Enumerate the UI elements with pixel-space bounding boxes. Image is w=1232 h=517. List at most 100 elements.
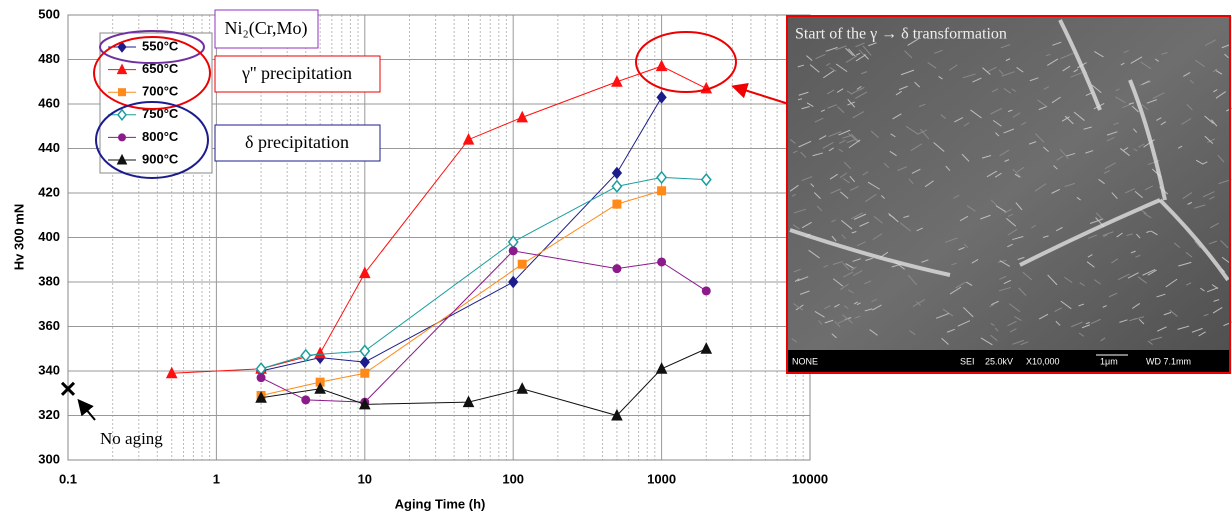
texture-streak <box>842 134 852 139</box>
texture-streak <box>980 337 993 346</box>
marker <box>118 88 126 97</box>
texture-streak <box>1007 243 1013 248</box>
texture-streak <box>1169 309 1178 317</box>
texture-streak <box>1160 121 1167 126</box>
texture-streak <box>920 128 930 140</box>
texture-streak <box>832 278 844 287</box>
texture-streak <box>822 141 834 149</box>
texture-streak <box>855 54 867 62</box>
texture-streak <box>836 88 844 93</box>
texture-streak <box>916 227 924 232</box>
legend-label: 800°C <box>142 129 179 144</box>
texture-streak <box>935 312 950 319</box>
texture-streak <box>1127 272 1139 279</box>
texture-streak <box>1135 254 1141 258</box>
texture-streak <box>1221 256 1230 264</box>
texture-streak <box>850 185 859 191</box>
texture-streak <box>835 45 847 51</box>
marker <box>117 108 127 122</box>
texture-streak <box>1087 254 1093 258</box>
texture-streak <box>846 90 853 95</box>
texture-streak <box>1085 321 1090 325</box>
texture-streak <box>792 224 800 230</box>
texture-streak <box>1146 99 1157 104</box>
texture-streak <box>1104 162 1116 170</box>
info-text: 25.0kV <box>985 356 1013 366</box>
texture-streak <box>832 261 843 265</box>
texture-streak <box>1061 116 1070 122</box>
texture-streak <box>1083 126 1092 130</box>
x-tick-label: 100 <box>502 471 524 486</box>
arrow <box>731 82 793 106</box>
texture-streak <box>1142 268 1156 276</box>
texture-streak <box>1079 282 1085 287</box>
texture-streak <box>830 188 841 194</box>
texture-streak <box>1106 131 1118 136</box>
texture-streak <box>1103 170 1110 174</box>
texture-streak <box>1064 276 1073 283</box>
texture-streak <box>864 308 873 312</box>
texture-streak <box>907 274 918 286</box>
x-tick-label: 10 <box>358 471 372 486</box>
texture-streak <box>999 260 1011 267</box>
texture-streak <box>834 321 841 328</box>
marker <box>314 346 326 359</box>
texture-streak <box>794 278 800 282</box>
texture-streak <box>1034 183 1047 192</box>
texture-streak <box>1210 222 1219 229</box>
marker <box>611 179 623 194</box>
texture-streak <box>1102 231 1114 236</box>
micrograph-caption: Start of the γ → δ transformation <box>795 26 1007 43</box>
texture-streak <box>1152 92 1165 99</box>
micrograph-frame <box>786 15 1231 374</box>
texture-streak <box>897 166 908 171</box>
texture-streak <box>1187 201 1193 205</box>
texture-streak <box>1102 305 1107 308</box>
texture-streak <box>1004 208 1012 214</box>
texture-streak <box>1070 321 1083 328</box>
texture-streak <box>966 281 973 286</box>
texture-streak <box>1012 168 1022 178</box>
texture-streak <box>1008 303 1021 313</box>
marker <box>300 348 312 363</box>
texture-streak <box>1133 148 1138 152</box>
legend-label: 700°C <box>142 84 179 99</box>
texture-streak <box>1134 191 1143 199</box>
marker <box>700 342 713 354</box>
texture-streak <box>1144 185 1154 191</box>
texture-streak <box>1001 71 1015 77</box>
texture-streak <box>933 142 945 152</box>
texture-streak <box>1198 331 1206 337</box>
texture-streak <box>998 286 1011 292</box>
texture-streak <box>1141 80 1150 85</box>
x-axis-label: Aging Time (h) <box>395 496 486 511</box>
texture-streak <box>871 298 878 303</box>
info-text: X10,000 <box>1026 356 1060 366</box>
texture-streak <box>1085 150 1094 154</box>
grain-boundary <box>1128 79 1167 201</box>
texture-streak <box>1217 154 1225 163</box>
texture-streak <box>865 257 873 261</box>
y-tick-label: 300 <box>38 451 60 466</box>
texture-streak <box>982 67 991 75</box>
texture-streak <box>1016 166 1025 173</box>
texture-streak <box>816 205 823 212</box>
marker <box>359 344 371 358</box>
texture-streak <box>1156 293 1166 298</box>
group-ellipse <box>95 101 209 179</box>
texture-streak <box>872 304 882 311</box>
texture-streak <box>1203 313 1209 317</box>
texture-streak <box>1009 328 1017 333</box>
marker <box>256 373 266 383</box>
group-ellipse <box>93 36 211 110</box>
grain-boundary <box>1058 19 1102 111</box>
y-axis-label: Hv 300 mN <box>11 204 26 270</box>
texture-streak <box>1064 115 1074 125</box>
texture-streak <box>792 150 798 154</box>
marker <box>517 259 527 269</box>
texture-streak <box>840 283 849 290</box>
texture-streak <box>1021 121 1027 126</box>
texture-streak <box>1022 271 1033 281</box>
